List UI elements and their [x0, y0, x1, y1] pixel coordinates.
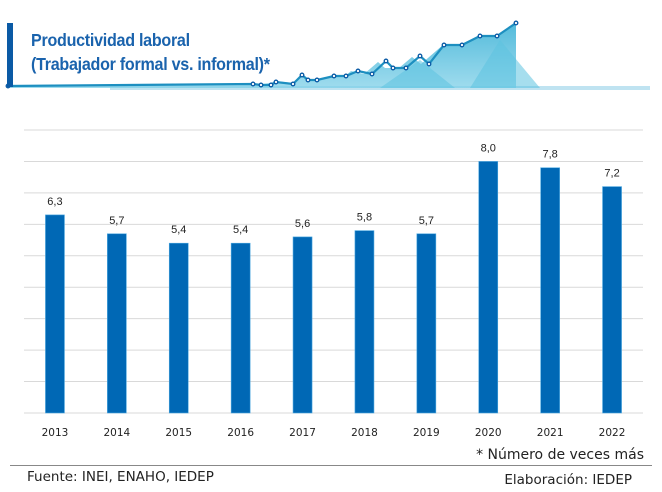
x-tick-label-2020: 2020 [475, 427, 502, 439]
x-tick-label-2017: 2017 [289, 427, 316, 439]
x-tick-label-2019: 2019 [413, 427, 440, 439]
title-accent-bar [7, 23, 13, 87]
bar-2018 [354, 230, 375, 414]
bar-2015 [168, 242, 189, 414]
value-label-2022: 7,2 [604, 168, 619, 180]
gridlines [24, 129, 643, 414]
bar-2016 [230, 242, 251, 414]
x-tick-label-2022: 2022 [599, 427, 626, 439]
bar-2017 [292, 236, 313, 414]
deco-peaks [380, 40, 540, 88]
bar-2013 [45, 214, 65, 414]
value-label-2017: 5,6 [295, 218, 310, 230]
value-label-2020: 8,0 [481, 142, 496, 154]
chart-title-line2: (Trabajador formal vs. informal)* [31, 54, 270, 74]
bar-2022 [602, 186, 622, 414]
value-label-2019: 5,7 [419, 215, 434, 227]
footnote: * Número de veces más [476, 447, 644, 463]
x-tick-label-2016: 2016 [227, 427, 254, 439]
chart-title-line1: Productividad laboral [31, 30, 190, 50]
value-label-2015: 5,4 [171, 224, 186, 236]
value-labels: 6,3 5,7 5,4 5,4 5,6 5,8 5,7 8,0 7,8 7,2 [47, 142, 619, 236]
x-tick-label-2015: 2015 [165, 427, 192, 439]
value-label-2016: 5,4 [233, 224, 248, 236]
value-label-2014: 5,7 [109, 215, 124, 227]
x-tick-label-2021: 2021 [537, 427, 564, 439]
value-label-2013: 6,3 [47, 196, 62, 208]
header-trend-decoration [5, 20, 650, 90]
footer-divider [10, 465, 652, 466]
source-text: Fuente: INEI, ENAHO, IEDEP [27, 469, 214, 485]
bar-2020 [478, 161, 499, 414]
bar-2019 [416, 233, 437, 414]
value-label-2018: 5,8 [357, 212, 372, 224]
deco-area [8, 23, 516, 88]
x-tick-labels: 2013 2014 2015 2016 2017 2018 2019 2020 2021 2022 [42, 427, 626, 439]
bars [45, 161, 622, 414]
x-tick-label-2018: 2018 [351, 427, 378, 439]
chart-title: Productividad laboral (Trabajador formal… [31, 28, 270, 76]
value-label-2021: 7,8 [543, 149, 558, 161]
credit-text: Elaboración: IEDEP [504, 472, 632, 488]
bar-2014 [107, 233, 127, 414]
x-tick-label-2014: 2014 [103, 427, 130, 439]
bar-2021 [540, 167, 560, 414]
x-tick-label-2013: 2013 [42, 427, 69, 439]
